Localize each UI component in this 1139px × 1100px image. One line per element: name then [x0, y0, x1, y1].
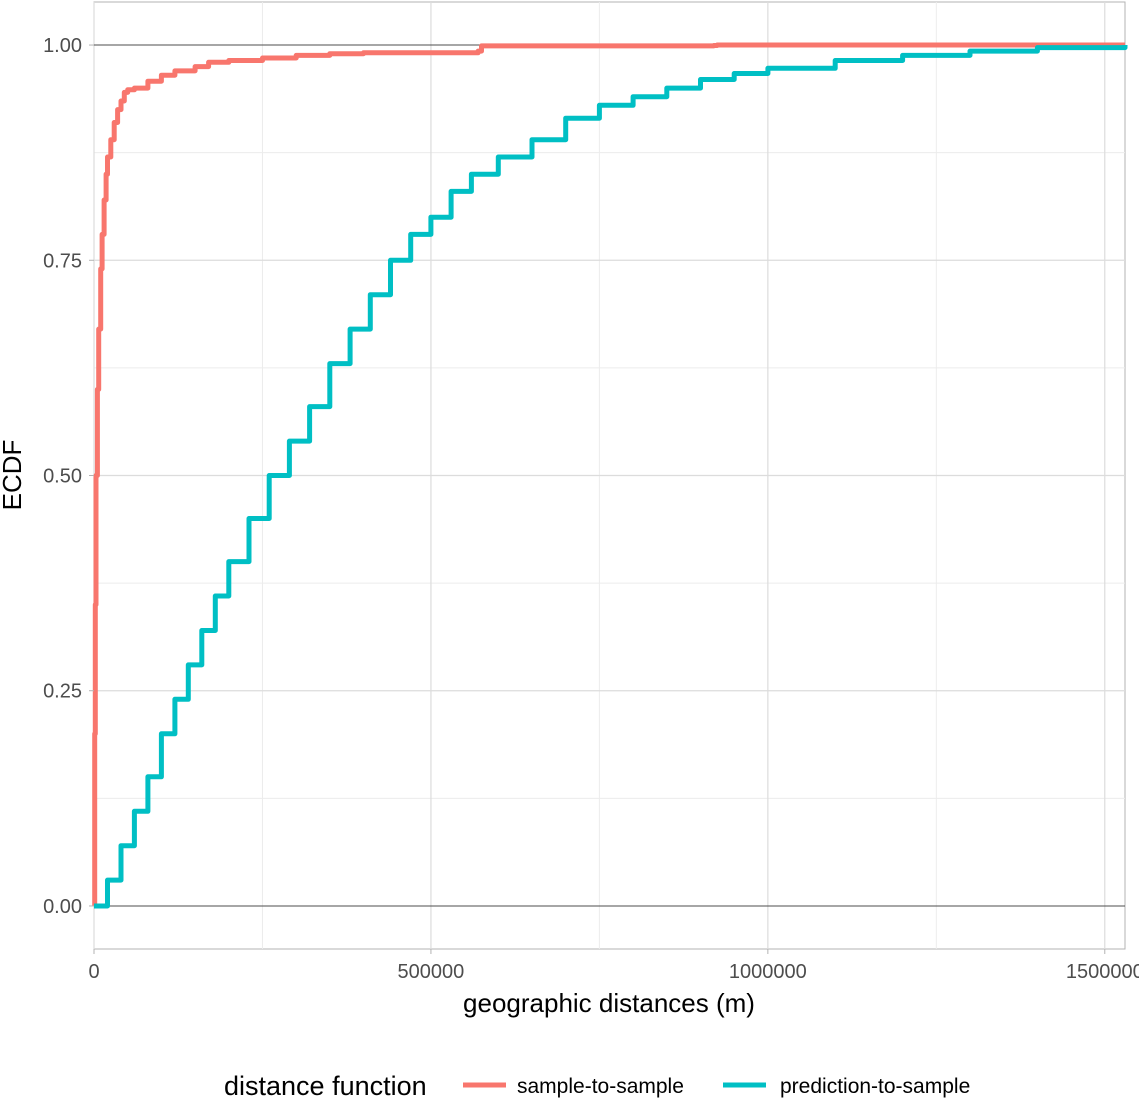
- y-tick-label: 0.00: [43, 896, 82, 918]
- y-tick-label: 0.25: [43, 681, 82, 703]
- x-axis-ticks: 0 500000 1000000 1500000: [88, 949, 1139, 983]
- y-tick-label: 0.75: [43, 250, 82, 272]
- series-line-sample-to-sample: [92, 42, 1125, 909]
- x-tick-label: 0: [88, 961, 99, 983]
- minor-gridlines: [94, 2, 1125, 949]
- y-tick-label: 1.00: [43, 35, 82, 57]
- legend-title: distance function: [224, 1071, 427, 1100]
- y-axis-title: ECDF: [0, 440, 27, 511]
- legend: distance function sample-to-sample predi…: [224, 1071, 970, 1100]
- x-tick-label: 1500000: [1066, 961, 1139, 983]
- y-tick-label: 0.50: [43, 466, 82, 488]
- legend-label-sample-to-sample: sample-to-sample: [517, 1075, 684, 1098]
- x-axis-title: geographic distances (m): [463, 988, 755, 1018]
- series-line-prediction-to-sample: [94, 45, 1128, 909]
- x-tick-label: 1000000: [729, 961, 807, 983]
- legend-label-prediction-to-sample: prediction-to-sample: [780, 1075, 970, 1098]
- x-tick-label: 500000: [398, 961, 465, 983]
- series-lines: [92, 42, 1128, 909]
- y-axis-ticks: 0.00 0.25 0.50 0.75 1.00: [43, 35, 94, 918]
